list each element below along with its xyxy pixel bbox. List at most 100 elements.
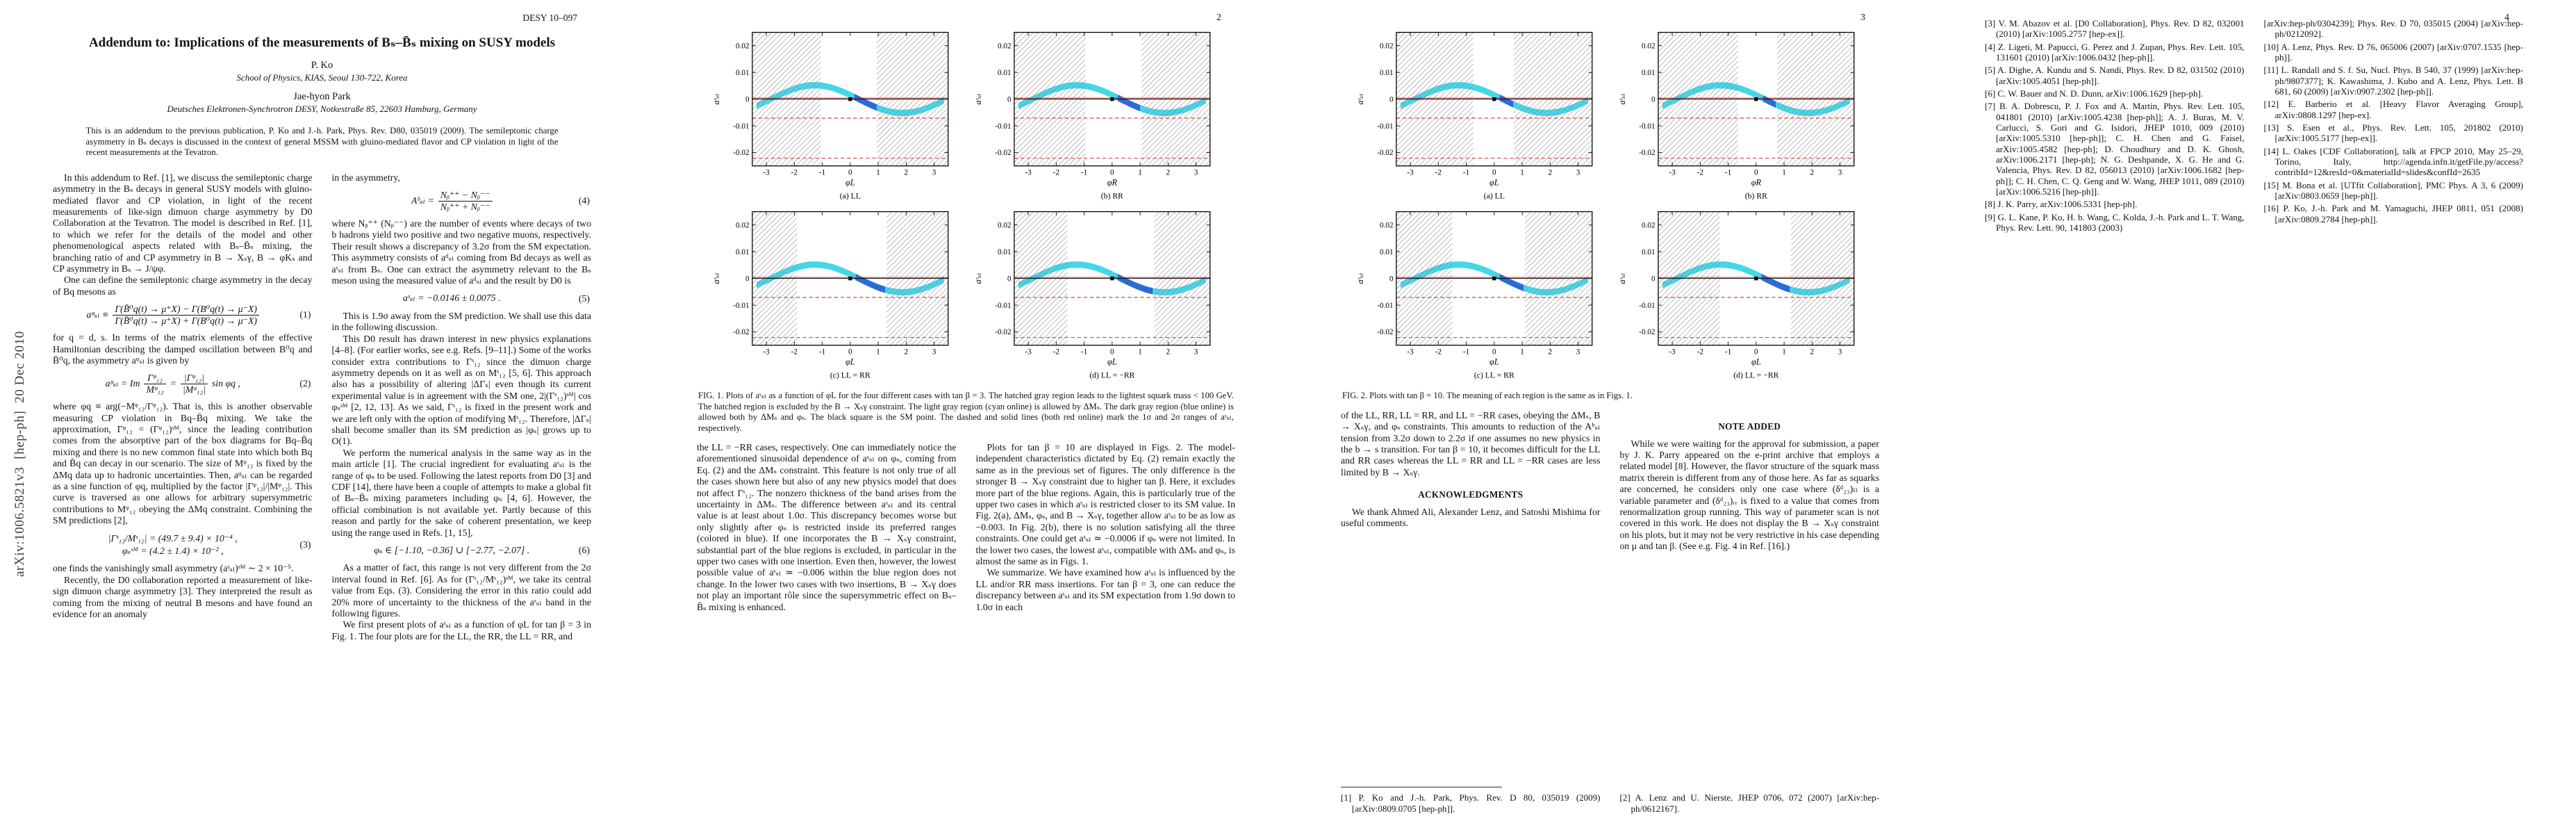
svg-text:aˢₛₗ: aˢₛₗ	[1617, 273, 1626, 284]
svg-text:φL: φL	[845, 177, 855, 187]
svg-text:(b) RR: (b) RR	[1744, 192, 1767, 201]
paper-title: Addendum to: Implications of the measure…	[88, 35, 556, 50]
svg-text:1: 1	[876, 348, 880, 357]
svg-text:3: 3	[1838, 169, 1842, 177]
paragraph: In this addendum to Ref. [1], we discuss…	[53, 172, 313, 275]
svg-text:-3: -3	[1407, 348, 1414, 357]
paragraph: of the LL, RR, LL = RR, and LL = −RR cas…	[1341, 409, 1601, 477]
svg-text:1: 1	[1520, 348, 1524, 357]
svg-text:-0.01: -0.01	[995, 122, 1011, 131]
svg-text:aˢₛₗ: aˢₛₗ	[973, 94, 982, 105]
note-added-heading: NOTE ADDED	[1718, 420, 1781, 432]
equation-lhs: Aᵇₛₗ =	[411, 195, 434, 206]
fraction-denominator: Γ(B̄⁰q(t) → μ⁺X) + Γ(B⁰q(t) → μ⁻X)	[113, 314, 260, 326]
page-4-number: 4	[2504, 13, 2509, 23]
svg-text:0.02: 0.02	[736, 42, 750, 50]
page-3-columns: of the LL, RR, LL = RR, and LL = −RR cas…	[1341, 410, 1879, 816]
svg-text:2: 2	[1166, 348, 1170, 357]
svg-text:aˢₛₗ: aˢₛₗ	[711, 94, 720, 105]
svg-text:-0.02: -0.02	[1377, 149, 1393, 157]
svg-text:φL: φL	[1489, 177, 1499, 187]
subplot-fig1-c: -3 -2 -1 0 1 2 3 -0.02 -0.01 0 0.01 0.02 φL aˢₛₗ (c) L…	[711, 211, 948, 380]
svg-text:-3: -3	[763, 348, 770, 357]
svg-text:(c) LL = RR: (c) LL = RR	[1473, 371, 1514, 380]
fraction-denominator: |Mᵠ₁₂|	[181, 383, 208, 395]
svg-text:3: 3	[1194, 169, 1198, 177]
page-4: 4 [3] V. M. Abazov et al. [D0 Collaborat…	[1932, 0, 2576, 834]
equation-6: φₛ ∈ [−1.10, −0.36] ∪ [−2.77, −2.07] . (…	[332, 545, 592, 556]
page-2-number: 2	[1216, 13, 1221, 23]
svg-text:-1: -1	[818, 348, 825, 357]
svg-text:-1: -1	[1462, 169, 1469, 177]
svg-text:-1: -1	[818, 169, 825, 177]
paragraph: As a matter of fact, this range is not v…	[331, 562, 592, 619]
page-3: 3 -3 -2 -1 0 1 2 3 -0.02 -0.01 0 0.01 0.02 φL aˢₛₗ (a)…	[1288, 0, 1932, 834]
reference-item: [2] A. Lenz and U. Nierste, JHEP 0706, 0…	[1619, 792, 1880, 814]
svg-text:0: 0	[1754, 169, 1758, 177]
svg-text:0: 0	[1389, 95, 1394, 104]
figure-2-caption: FIG. 2. Plots with tan β = 10. The meani…	[1342, 391, 1633, 401]
reference-item: [11] L. Randall and S. f. Su, Nucl. Phys…	[2263, 65, 2524, 97]
page-1-column-left: In this addendum to Ref. [1], we discuss…	[53, 172, 313, 643]
svg-text:aˢₛₗ: aˢₛₗ	[711, 273, 720, 284]
fraction: Γ(B̄⁰q(t) → μ⁺X) − Γ(B⁰q(t) → μ⁻X) Γ(B̄⁰q…	[113, 304, 260, 326]
svg-text:3: 3	[932, 169, 936, 177]
svg-text:0: 0	[745, 95, 750, 104]
svg-text:-2: -2	[1435, 169, 1441, 177]
svg-text:-3: -3	[763, 169, 770, 177]
fraction: Γᵠ₁₂ Mᵠ₁₂	[144, 373, 166, 395]
svg-text:0.01: 0.01	[736, 248, 750, 256]
page-2-columns: the LL = −RR cases, respectively. One ca…	[697, 442, 1235, 613]
svg-text:0.01: 0.01	[998, 69, 1012, 77]
equation-number: (5)	[578, 293, 590, 304]
svg-text:-1: -1	[1724, 348, 1731, 357]
equation-line: φₛˢᴹ = (4.2 ± 1.4) × 10⁻² ,	[122, 546, 224, 557]
figure-2-grid: -3 -2 -1 0 1 2 3 -0.02 -0.01 0 0.01 0.02 φL aˢₛₗ (a) L…	[1353, 26, 1867, 384]
svg-text:-3: -3	[1025, 348, 1032, 357]
svg-text:1: 1	[1782, 348, 1786, 357]
author-name-1: P. Ko	[311, 59, 333, 71]
author-affiliation-1: School of Physics, KIAS, Seoul 130-722, …	[236, 72, 408, 83]
svg-text:0: 0	[1651, 275, 1656, 284]
svg-text:0: 0	[1651, 95, 1656, 104]
svg-text:-0.02: -0.02	[1639, 328, 1655, 336]
paragraph: Plots for tan β = 10 are displayed in Fi…	[975, 441, 1236, 566]
svg-text:-3: -3	[1669, 348, 1676, 357]
svg-text:aˢₛₗ: aˢₛₗ	[1355, 273, 1364, 284]
subplot-fig2-d: -3 -2 -1 0 1 2 3 -0.02 -0.01 0 0.01 0.02 φL aˢₛₗ (d) L…	[1617, 211, 1854, 380]
svg-text:1: 1	[1138, 169, 1142, 177]
paragraph: We summarize. We have examined how aˢₛₗ …	[975, 567, 1236, 612]
equation-2: aᵠₛₗ = Im Γᵠ₁₂ Mᵠ₁₂ = |Γᵠ₁₂| |Mᵠ₁₂| sin φq…	[53, 373, 313, 395]
svg-text:-2: -2	[1052, 348, 1059, 357]
paragraph: for q = d, s. In terms of the matrix ele…	[53, 332, 313, 366]
svg-text:1: 1	[876, 169, 880, 177]
svg-text:0.02: 0.02	[1380, 222, 1394, 230]
subplot-fig2-c: -3 -2 -1 0 1 2 3 -0.02 -0.01 0 0.01 0.02 φL aˢₛₗ (c) L…	[1355, 211, 1592, 380]
paragraph: in the asymmetry,	[331, 172, 400, 183]
reference-item: [8] J. K. Parry, arXiv:1006.5331 [hep-ph…	[1985, 199, 2138, 210]
svg-text:0.02: 0.02	[998, 42, 1012, 50]
figure-1-grid: -3 -2 -1 0 1 2 3 -0.02 -0.01 0 0.01 0.02 φL aˢₛₗ (a) L…	[709, 26, 1223, 384]
subplot-fig1-d: -3 -2 -1 0 1 2 3 -0.02 -0.01 0 0.01 0.02 φL aˢₛₗ (d) L…	[973, 211, 1210, 380]
svg-text:(d) LL = −RR: (d) LL = −RR	[1089, 371, 1134, 380]
svg-text:1: 1	[1138, 348, 1142, 357]
page-2-column-right: Plots for tan β = 10 are displayed in Fi…	[976, 442, 1236, 613]
paragraph: This D0 result has drawn interest in new…	[331, 333, 592, 447]
svg-text:0: 0	[1110, 169, 1114, 177]
equation-lhs: aᵠₛₗ ≡	[86, 309, 109, 320]
svg-text:0.01: 0.01	[1642, 69, 1656, 77]
svg-text:(c) LL = RR: (c) LL = RR	[829, 371, 870, 380]
svg-text:-2: -2	[791, 169, 797, 177]
svg-text:0.01: 0.01	[1380, 69, 1394, 77]
svg-text:-1: -1	[1080, 348, 1087, 357]
svg-text:0.01: 0.01	[736, 69, 750, 77]
svg-text:-1: -1	[1080, 169, 1087, 177]
svg-text:0: 0	[1492, 169, 1496, 177]
svg-text:3: 3	[1576, 169, 1580, 177]
reference-item: [6] C. W. Bauer and N. D. Dunn, arXiv:10…	[1985, 88, 2204, 99]
svg-text:0: 0	[1389, 275, 1394, 284]
page-2: 2 -3 -2 -1 0 1 2 3 -0.02 -0.01 0 0.01 0.02 φL aˢₛₗ (a)…	[644, 0, 1288, 834]
paragraph: We thank Ahmed Ali, Alexander Lenz, and …	[1341, 506, 1601, 529]
svg-text:0: 0	[1007, 95, 1012, 104]
svg-text:0: 0	[1110, 348, 1114, 357]
